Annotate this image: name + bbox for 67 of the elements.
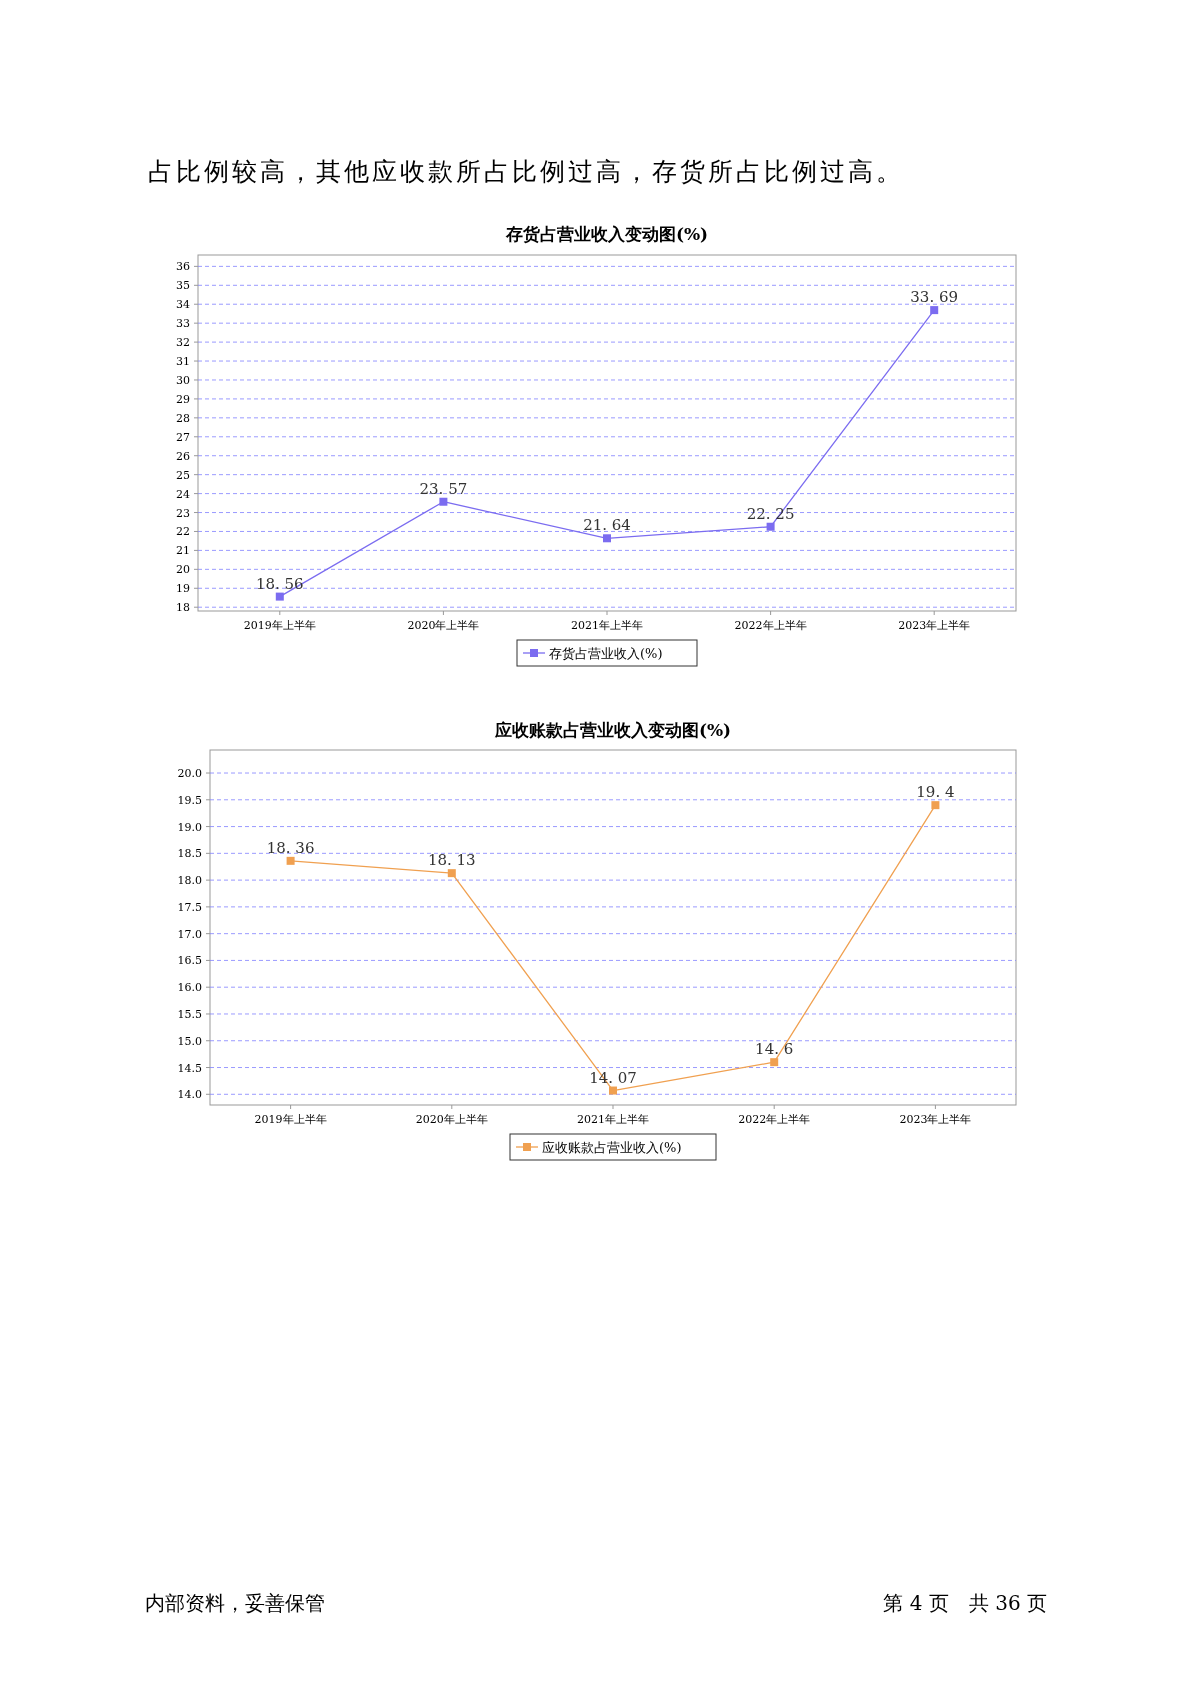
y-tick-label: 35 xyxy=(176,279,190,293)
chart-title: 应收账款占营业收入变动图(%) xyxy=(493,720,732,740)
data-label: 14. 6 xyxy=(755,1040,794,1059)
y-tick-label: 20.0 xyxy=(177,767,202,781)
y-tick-label: 14.0 xyxy=(177,1088,202,1102)
x-tick-label: 2020年上半年 xyxy=(407,619,480,632)
y-tick-label: 30 xyxy=(176,373,190,387)
text: 占比例较高，其他应收款所占比例过高，存货所占比例过高。 xyxy=(148,157,904,186)
text: 第 4 页 共 36 页 xyxy=(883,1591,1047,1615)
data-label: 19. 4 xyxy=(916,783,955,802)
point xyxy=(766,522,775,531)
text: 内部资料，妥善保管 xyxy=(145,1591,325,1615)
y-tick-label: 26 xyxy=(176,449,190,463)
y-tick-label: 17.5 xyxy=(177,900,202,914)
y-tick-label: 16.5 xyxy=(177,954,202,968)
data-label: 23. 57 xyxy=(419,479,468,498)
y-tick-label: 21 xyxy=(176,544,190,558)
y-tick-label: 23 xyxy=(176,506,190,520)
y-tick-label: 31 xyxy=(176,355,190,369)
point xyxy=(770,1058,779,1067)
y-tick-label: 25 xyxy=(176,468,190,482)
y-tick-label: 33 xyxy=(176,317,190,331)
x-tick-label: 2023年上半年 xyxy=(899,1113,972,1126)
y-tick-label: 19.5 xyxy=(177,793,202,807)
x-tick-label: 2021年上半年 xyxy=(577,1113,649,1126)
point xyxy=(603,534,611,543)
data-label: 18. 13 xyxy=(427,851,476,870)
point xyxy=(439,497,448,506)
data-label: 18. 36 xyxy=(266,838,315,857)
legend-label: 存货占营业收入(%) xyxy=(549,646,663,661)
y-tick-label: 15.0 xyxy=(177,1034,202,1048)
y-tick-label: 18 xyxy=(176,601,190,615)
y-tick-label: 34 xyxy=(176,298,190,312)
point xyxy=(286,856,295,865)
y-tick-label: 36 xyxy=(176,260,190,274)
y-tick-label: 18.5 xyxy=(177,847,202,861)
point xyxy=(931,801,940,810)
x-tick-label: 2020年上半年 xyxy=(415,1113,488,1126)
point xyxy=(447,869,456,878)
y-tick-label: 27 xyxy=(176,430,190,444)
y-tick-label: 17.0 xyxy=(177,927,202,941)
data-label: 18. 56 xyxy=(255,574,304,593)
x-tick-label: 2019年上半年 xyxy=(243,619,316,632)
y-tick-label: 24 xyxy=(176,487,190,501)
y-tick-label: 20 xyxy=(176,563,190,577)
y-tick-label: 18.0 xyxy=(177,874,202,888)
y-tick-label: 32 xyxy=(176,336,190,350)
point xyxy=(275,592,284,601)
x-tick-label: 2022年上半年 xyxy=(734,619,807,632)
x-tick-label: 2023年上半年 xyxy=(898,619,971,632)
y-tick-label: 16.0 xyxy=(177,981,202,995)
legend-label: 应收账款占营业收入(%) xyxy=(542,1140,682,1155)
data-label: 21. 64 xyxy=(583,516,631,535)
x-tick-label: 2022年上半年 xyxy=(738,1113,811,1126)
x-tick-label: 2021年上半年 xyxy=(571,619,643,632)
y-tick-label: 22 xyxy=(176,525,190,539)
point xyxy=(930,306,939,315)
y-tick-label: 19.0 xyxy=(177,820,202,834)
point xyxy=(609,1086,617,1095)
data-label: 33. 69 xyxy=(910,288,959,307)
y-tick-label: 15.5 xyxy=(177,1007,202,1021)
y-tick-label: 28 xyxy=(176,411,190,425)
x-tick-label: 2019年上半年 xyxy=(254,1113,327,1126)
y-tick-label: 14.5 xyxy=(177,1061,202,1075)
y-tick-label: 29 xyxy=(176,392,190,406)
chart-title: 存货占营业收入变动图(%) xyxy=(504,224,709,244)
y-tick-label: 19 xyxy=(176,582,190,596)
